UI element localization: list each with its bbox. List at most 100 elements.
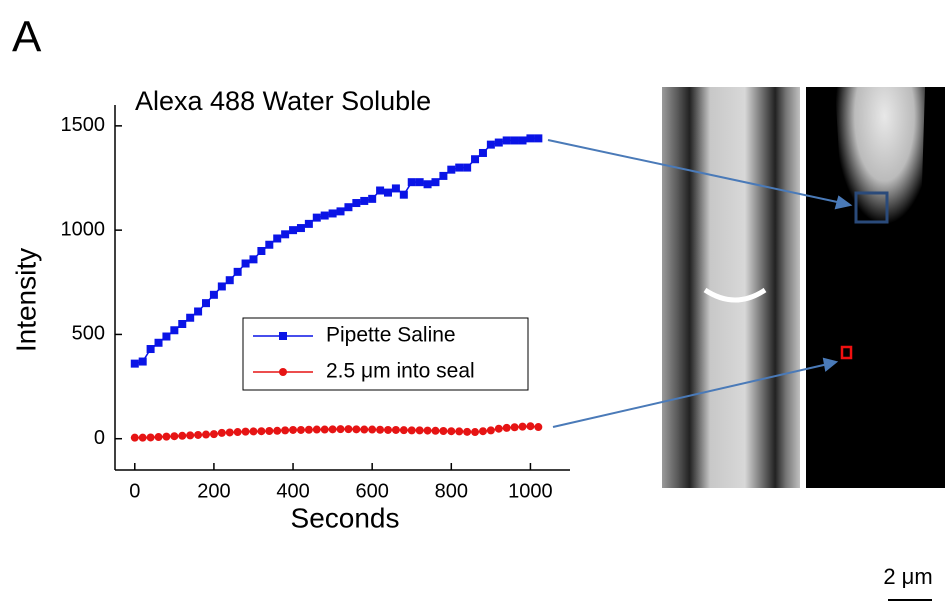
- data-point: [479, 427, 487, 435]
- data-point: [249, 255, 257, 263]
- data-point: [471, 428, 479, 436]
- data-point: [455, 427, 463, 435]
- data-point: [170, 432, 178, 440]
- data-point: [511, 136, 519, 144]
- data-point: [131, 434, 139, 442]
- figure: A 2 μm Alexa 488 Water SolubleSecondsInt…: [0, 0, 946, 603]
- data-point: [162, 333, 170, 341]
- data-point: [273, 234, 281, 242]
- data-point: [431, 178, 439, 186]
- data-point: [226, 428, 234, 436]
- data-point: [519, 423, 527, 431]
- data-point: [202, 299, 210, 307]
- fluorescence-signal: [835, 87, 925, 283]
- data-point: [202, 431, 210, 439]
- data-point: [155, 339, 163, 347]
- data-point: [321, 212, 329, 220]
- data-point: [376, 187, 384, 195]
- data-point: [249, 427, 257, 435]
- data-point: [416, 426, 424, 434]
- data-point: [447, 427, 455, 435]
- data-point: [352, 425, 360, 433]
- data-point: [226, 276, 234, 284]
- data-point: [368, 195, 376, 203]
- x-tick-label: 1000: [508, 480, 553, 502]
- data-point: [305, 426, 313, 434]
- data-point: [273, 427, 281, 435]
- y-tick-label: 1000: [61, 218, 106, 240]
- data-point: [329, 425, 337, 433]
- data-point: [400, 426, 408, 434]
- data-point: [416, 178, 424, 186]
- data-point: [297, 224, 305, 232]
- data-point: [289, 226, 297, 234]
- data-point: [487, 426, 495, 434]
- data-point: [218, 282, 226, 290]
- data-point: [368, 426, 376, 434]
- data-point: [526, 134, 534, 142]
- data-point: [313, 214, 321, 222]
- x-tick-label: 600: [355, 480, 388, 502]
- data-point: [400, 191, 408, 199]
- data-point: [519, 136, 527, 144]
- x-tick-label: 800: [435, 480, 468, 502]
- y-tick-label: 1500: [61, 114, 106, 136]
- chart-title: Alexa 488 Water Soluble: [135, 86, 431, 116]
- data-point: [155, 433, 163, 441]
- panel-label: A: [12, 13, 42, 62]
- data-point: [234, 428, 242, 436]
- data-point: [265, 427, 273, 435]
- legend-marker: [279, 332, 287, 340]
- data-point: [503, 424, 511, 432]
- legend-marker: [279, 368, 287, 376]
- data-point: [360, 426, 368, 434]
- data-point: [495, 139, 503, 147]
- data-point: [139, 358, 147, 366]
- data-point: [408, 178, 416, 186]
- data-point: [234, 268, 242, 276]
- data-point: [424, 180, 432, 188]
- data-point: [534, 134, 542, 142]
- data-point: [455, 164, 463, 172]
- data-point: [439, 172, 447, 180]
- data-point: [503, 136, 511, 144]
- data-point: [265, 241, 273, 249]
- data-point: [376, 426, 384, 434]
- data-point: [162, 433, 170, 441]
- data-point: [178, 320, 186, 328]
- data-point: [289, 426, 297, 434]
- data-point: [463, 428, 471, 436]
- scale-bar-label: 2 μm: [883, 564, 932, 589]
- data-point: [257, 427, 265, 435]
- data-point: [463, 164, 471, 172]
- data-point: [210, 291, 218, 299]
- data-point: [384, 426, 392, 434]
- y-tick-label: 0: [94, 427, 105, 449]
- data-point: [147, 345, 155, 353]
- data-point: [471, 155, 479, 163]
- data-point: [131, 360, 139, 368]
- data-point: [321, 426, 329, 434]
- x-axis-label: Seconds: [291, 502, 400, 533]
- data-point: [194, 307, 202, 315]
- data-point: [337, 207, 345, 215]
- data-point: [194, 431, 202, 439]
- data-point: [242, 428, 250, 436]
- data-point: [424, 427, 432, 435]
- data-point: [305, 220, 313, 228]
- data-point: [242, 260, 250, 268]
- data-point: [534, 423, 542, 431]
- data-point: [439, 427, 447, 435]
- data-point: [218, 429, 226, 437]
- data-point: [147, 433, 155, 441]
- data-point: [526, 422, 534, 430]
- legend-label: 2.5 μm into seal: [326, 360, 475, 383]
- data-point: [495, 425, 503, 433]
- data-point: [186, 314, 194, 322]
- data-point: [139, 434, 147, 442]
- data-point: [352, 199, 360, 207]
- bright-field-image: [662, 87, 800, 488]
- data-point: [511, 423, 519, 431]
- data-point: [178, 432, 186, 440]
- data-point: [329, 209, 337, 217]
